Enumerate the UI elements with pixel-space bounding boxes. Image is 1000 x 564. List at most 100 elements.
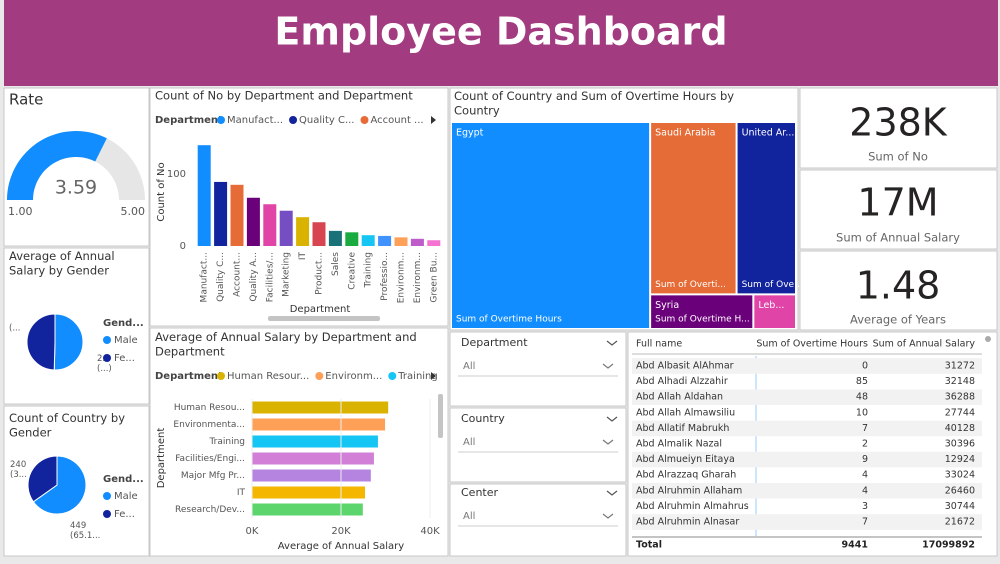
card-label: Sum of Annual Salary xyxy=(836,231,960,245)
bar xyxy=(252,469,371,482)
table-cell: 48 xyxy=(856,392,868,403)
bar xyxy=(252,401,389,414)
slicer-title: Country xyxy=(461,412,505,425)
treemap-tile[interactable] xyxy=(754,295,795,328)
y-tick-label: Facilities/Engi... xyxy=(175,454,245,464)
legend-marker xyxy=(360,116,369,124)
table-cell: Abd Alhadi Alzzahir xyxy=(636,376,728,387)
x-axis-label: Average of Annual Salary xyxy=(278,541,404,552)
legend-scroll[interactable] xyxy=(431,116,436,124)
bar xyxy=(214,181,228,246)
table-cell: 30396 xyxy=(945,439,975,450)
bar xyxy=(312,222,326,246)
legend-scroll[interactable] xyxy=(431,372,436,380)
treemap-tile[interactable] xyxy=(651,123,736,294)
legend-label: Male xyxy=(114,335,138,346)
data-label: (... xyxy=(9,324,20,334)
table-cell: 4 xyxy=(862,470,868,481)
x-tick-label: Marketing xyxy=(282,252,292,297)
y-axis-label: Department xyxy=(156,428,167,489)
table-cell: 3 xyxy=(862,501,868,512)
panel-title: Count of Country by Gender xyxy=(9,411,125,439)
legend-title: Gend... xyxy=(103,474,144,485)
panel-title: Average of Annual Salary by Gender xyxy=(9,249,115,277)
treemap-tile[interactable] xyxy=(452,123,650,328)
x-tick-label: Professio... xyxy=(380,252,390,301)
column-header: Full name xyxy=(636,339,682,350)
table-cell: 4 xyxy=(862,485,868,496)
gauge-max: 5.00 xyxy=(121,205,146,218)
chevron[interactable] xyxy=(602,363,614,369)
slicer-title: Department xyxy=(461,336,528,349)
x-axis-label: Department xyxy=(290,304,351,315)
bar xyxy=(361,235,375,246)
table-cell: Abd Allatif Mabrukh xyxy=(636,423,729,434)
tile-label: Egypt xyxy=(456,128,484,139)
bar xyxy=(263,204,277,246)
y-tick-label: Research/Dev... xyxy=(175,505,245,515)
panel-title: Count of No by Department and Department xyxy=(155,89,413,103)
scrollbar[interactable] xyxy=(268,316,380,321)
bar xyxy=(246,197,260,246)
row-band xyxy=(632,514,982,530)
y-tick-label: Training xyxy=(208,437,245,447)
legend-label: Training xyxy=(397,371,437,382)
chevron[interactable] xyxy=(602,513,614,519)
row-band xyxy=(632,483,982,499)
x-tick-label: Quality A... xyxy=(249,252,259,302)
table-cell: Abd Albasit AlAhmar xyxy=(636,361,734,372)
header-title: Employee Dashboard xyxy=(274,10,727,54)
tile-sub-label: Sum of Overtime H... xyxy=(655,315,750,325)
table-cell: 32148 xyxy=(945,376,975,387)
x-tick-label: Account... xyxy=(233,252,243,297)
x-tick-label: 0K xyxy=(246,526,259,537)
legend-marker xyxy=(103,510,111,518)
bar xyxy=(252,486,366,499)
tile-sub-label: Sum of Overti... xyxy=(655,280,726,290)
total-cell: Total xyxy=(636,540,662,551)
x-tick-label: Training xyxy=(364,252,374,289)
tile-label: United Ar... xyxy=(742,128,795,139)
card-value: 238K xyxy=(849,101,948,145)
card-panel xyxy=(799,87,998,169)
chevron[interactable] xyxy=(602,439,614,445)
gauge-min: 1.00 xyxy=(8,205,33,218)
x-tick-label: Quality C... xyxy=(216,252,226,302)
table-cell: Abd Allah Aldahan xyxy=(636,392,723,403)
bar xyxy=(328,230,342,246)
x-tick-label: Sales xyxy=(331,252,341,276)
tile-sub-label: Sum of Overtime Hours xyxy=(456,315,562,325)
row-band xyxy=(632,451,982,468)
legend-title: Department xyxy=(155,371,223,382)
bar xyxy=(252,452,374,465)
slicer-panel xyxy=(449,407,627,483)
bar xyxy=(279,210,293,246)
slicer-title: Center xyxy=(461,486,499,499)
bar xyxy=(296,217,310,246)
chevron[interactable] xyxy=(606,416,618,422)
legend-marker xyxy=(103,336,111,344)
slicer-selection: All xyxy=(463,361,475,372)
data-label: 240 (3... xyxy=(10,460,27,480)
card-value: 17M xyxy=(857,181,938,225)
legend-marker xyxy=(217,372,225,380)
bar xyxy=(410,238,424,246)
bar xyxy=(345,232,359,246)
chevron[interactable] xyxy=(606,490,618,496)
table-cell: Abd Alrazzaq Gharah xyxy=(636,470,736,481)
chevron[interactable] xyxy=(606,340,618,346)
legend-marker xyxy=(315,372,324,380)
scrollbar[interactable] xyxy=(985,336,991,342)
legend-label: Account ... xyxy=(370,115,423,126)
pie-slice xyxy=(32,455,87,515)
scrollbar[interactable] xyxy=(438,394,443,438)
y-tick-label: Human Resou... xyxy=(174,403,245,413)
treemap-tile[interactable] xyxy=(651,295,753,328)
treemap-tile[interactable] xyxy=(737,123,795,294)
x-tick-label: Green Bu... xyxy=(429,252,439,303)
legend-label: Manufact... xyxy=(227,115,283,126)
pie-slice xyxy=(53,313,84,371)
data-label: 449 (65.1... xyxy=(70,521,100,541)
legend-marker xyxy=(103,492,111,500)
